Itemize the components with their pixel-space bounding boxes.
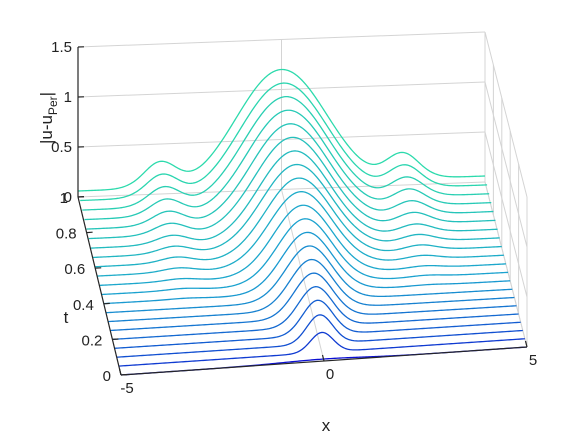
z-tick-label-3: 1.5 bbox=[51, 39, 72, 56]
z-axis-label-base: |u-u bbox=[37, 115, 56, 144]
series-line-t-7 bbox=[105, 245, 513, 314]
series-line-t-2 bbox=[116, 314, 523, 358]
axes: 0 0.5 1 1.5 0 0.2 0.4 0.6 0.8 1 -5 0 5 bbox=[51, 39, 537, 397]
y-axis-line bbox=[77, 196, 122, 376]
z-tick-label-2: 1 bbox=[64, 89, 72, 106]
grid-line-z-back-1 bbox=[77, 131, 486, 148]
series-line-t-8 bbox=[103, 231, 511, 305]
series-line-t-17 bbox=[84, 109, 492, 221]
x-tick-mark-2 bbox=[524, 340, 528, 348]
series-line-t-11 bbox=[97, 191, 504, 277]
x-tick-label-0: -5 bbox=[120, 380, 133, 397]
series-line-t-14 bbox=[90, 150, 498, 249]
z-axis-label: |u-uPer| bbox=[37, 92, 60, 144]
series-line-t-20 bbox=[77, 68, 486, 192]
x-tick-mark-0 bbox=[118, 368, 122, 376]
series-line-t-13 bbox=[93, 163, 500, 259]
series-line-t-16 bbox=[86, 123, 494, 230]
series-line-t-6 bbox=[108, 258, 515, 323]
series-line-t-12 bbox=[95, 177, 502, 268]
z-axis-label-sub: Per bbox=[46, 96, 60, 115]
series-line-t-4 bbox=[112, 286, 519, 341]
t-tick-label-0: 0 bbox=[103, 368, 111, 385]
y-axis-label: t bbox=[64, 308, 69, 327]
grid-line-z-side-2 bbox=[484, 81, 528, 248]
z-tick-label-1: 0.5 bbox=[51, 139, 72, 156]
z-tick-label-0: 0 bbox=[64, 189, 72, 206]
series-traces bbox=[77, 68, 528, 376]
grid-line-z-back-2 bbox=[77, 81, 486, 98]
series-line-t-9 bbox=[101, 218, 509, 296]
series-line-t-10 bbox=[99, 204, 507, 287]
grid-line-z-side-3 bbox=[484, 31, 528, 198]
t-tick-label-1: 0.2 bbox=[82, 332, 103, 349]
x-axis-label: x bbox=[322, 416, 331, 435]
series-line-t-15 bbox=[88, 136, 496, 240]
grid-line-x-floor-1 bbox=[281, 189, 325, 362]
t-tick-label-2: 0.4 bbox=[73, 297, 94, 314]
x-tick-mark-1 bbox=[321, 354, 325, 362]
t-tick-label-3: 0.6 bbox=[64, 261, 85, 278]
t-tick-label-4: 0.8 bbox=[56, 226, 77, 243]
x-tick-label-2: 5 bbox=[529, 352, 537, 369]
grid-line-z-side-1 bbox=[484, 131, 528, 298]
series-line-t-18 bbox=[82, 96, 490, 211]
series-line-t-3 bbox=[114, 299, 521, 349]
x-tick-label-1: 0 bbox=[326, 366, 334, 383]
series-line-t-19 bbox=[80, 82, 488, 202]
series-line-t-1 bbox=[118, 331, 525, 367]
t-tick-label-5: 1 bbox=[60, 190, 68, 207]
grid-line-z-back-3 bbox=[77, 31, 486, 48]
z-axis-label-end: | bbox=[37, 92, 56, 96]
series-line-t-5 bbox=[110, 272, 517, 332]
